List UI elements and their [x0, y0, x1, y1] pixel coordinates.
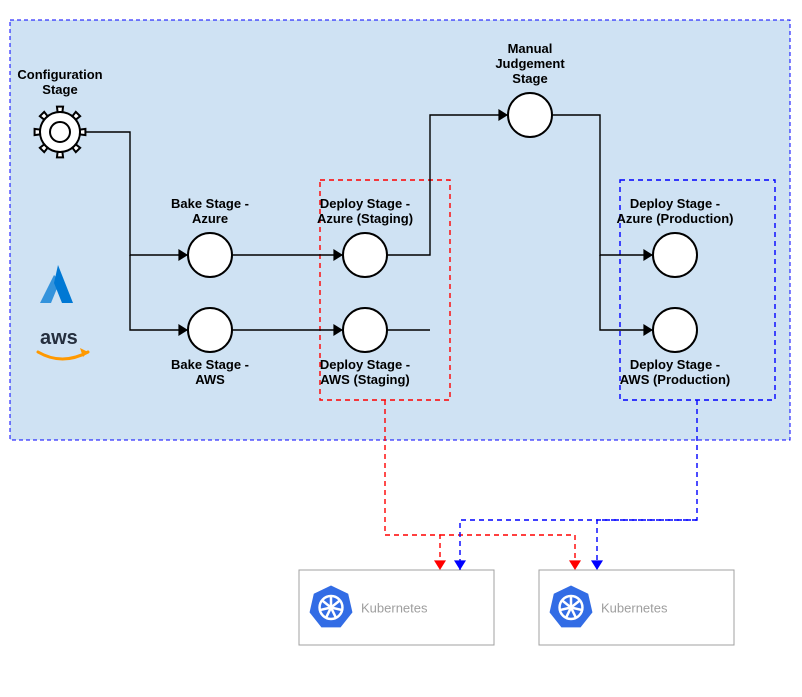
stage-label-dep_az_p: Azure (Production) — [617, 211, 734, 226]
stage-label-judge: Judgement — [495, 56, 565, 71]
stage-dep_az_s — [343, 233, 387, 277]
stage-label-dep_az_s: Azure (Staging) — [317, 211, 413, 226]
stage-dep_az_p — [653, 233, 697, 277]
svg-text:aws: aws — [40, 327, 78, 349]
stage-label-dep_az_p: Deploy Stage - — [630, 196, 720, 211]
stage-label-judge: Stage — [512, 71, 547, 86]
stage-label-dep_aws_s: AWS (Staging) — [320, 372, 410, 387]
k8s-label: Kubernetes — [601, 601, 668, 616]
stage-label-bake_aws: Bake Stage - — [171, 357, 249, 372]
diagram-canvas: ConfigurationStageBake Stage -AzureBake … — [0, 0, 802, 692]
stage-label-dep_aws_s: Deploy Stage - — [320, 357, 410, 372]
stage-dep_aws_p — [653, 308, 697, 352]
stage-label-judge: Manual — [508, 41, 553, 56]
stage-label-bake_aws: AWS — [195, 372, 225, 387]
stage-bake_aws — [188, 308, 232, 352]
stage-label-config: Configuration — [17, 67, 102, 82]
stage-label-dep_aws_p: Deploy Stage - — [630, 357, 720, 372]
arrowhead — [591, 560, 603, 570]
diagram-svg: ConfigurationStageBake Stage -AzureBake … — [0, 0, 802, 692]
k8s-box-0: Kubernetes — [299, 570, 494, 645]
k8s-label: Kubernetes — [361, 601, 428, 616]
footer-edge — [597, 520, 697, 570]
arrowhead — [434, 560, 446, 570]
stage-label-bake_az: Bake Stage - — [171, 196, 249, 211]
arrowhead — [454, 560, 466, 570]
stage-label-config: Stage — [42, 82, 77, 97]
stage-label-bake_az: Azure — [192, 211, 228, 226]
gear-icon — [35, 107, 86, 158]
stage-label-dep_az_s: Deploy Stage - — [320, 196, 410, 211]
stage-bake_az — [188, 233, 232, 277]
stage-label-dep_aws_p: AWS (Production) — [620, 372, 731, 387]
arrowhead — [569, 560, 581, 570]
k8s-box-1: Kubernetes — [539, 570, 734, 645]
stage-judge — [508, 93, 552, 137]
stage-dep_aws_s — [343, 308, 387, 352]
